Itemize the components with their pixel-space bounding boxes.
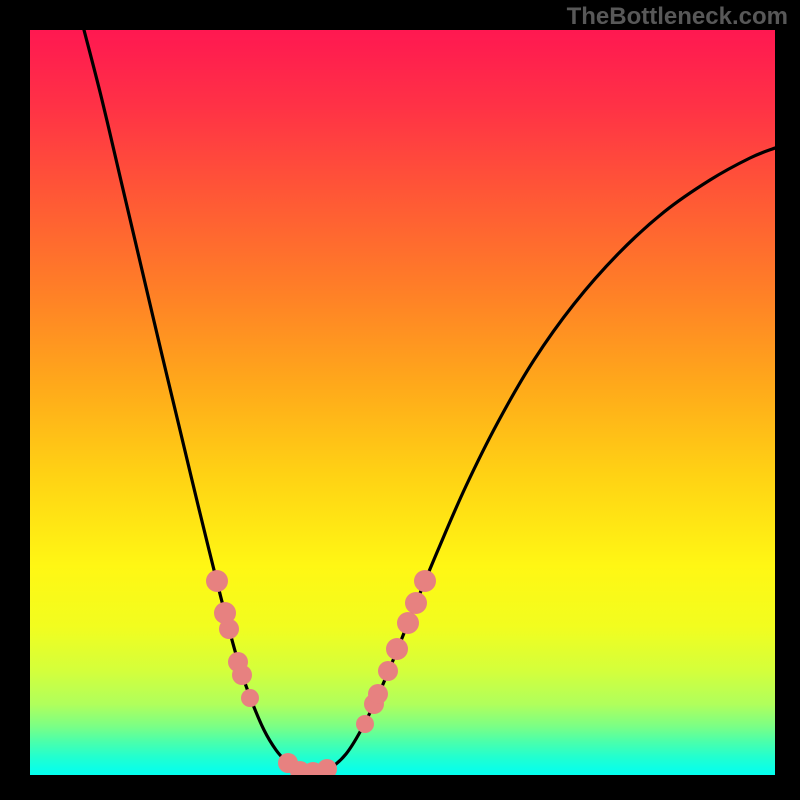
data-marker xyxy=(386,638,408,660)
data-marker xyxy=(378,661,398,681)
data-marker xyxy=(368,684,388,704)
data-marker xyxy=(232,665,252,685)
plot-svg xyxy=(30,30,775,775)
data-marker xyxy=(356,715,374,733)
plot-area xyxy=(30,30,775,775)
data-marker xyxy=(206,570,228,592)
background-gradient xyxy=(30,30,775,775)
watermark-text: TheBottleneck.com xyxy=(567,3,788,31)
data-marker xyxy=(414,570,436,592)
data-marker xyxy=(397,612,419,634)
data-marker xyxy=(219,619,239,639)
outer-frame: TheBottleneck.com xyxy=(0,0,800,800)
data-marker xyxy=(405,592,427,614)
data-marker xyxy=(241,689,259,707)
